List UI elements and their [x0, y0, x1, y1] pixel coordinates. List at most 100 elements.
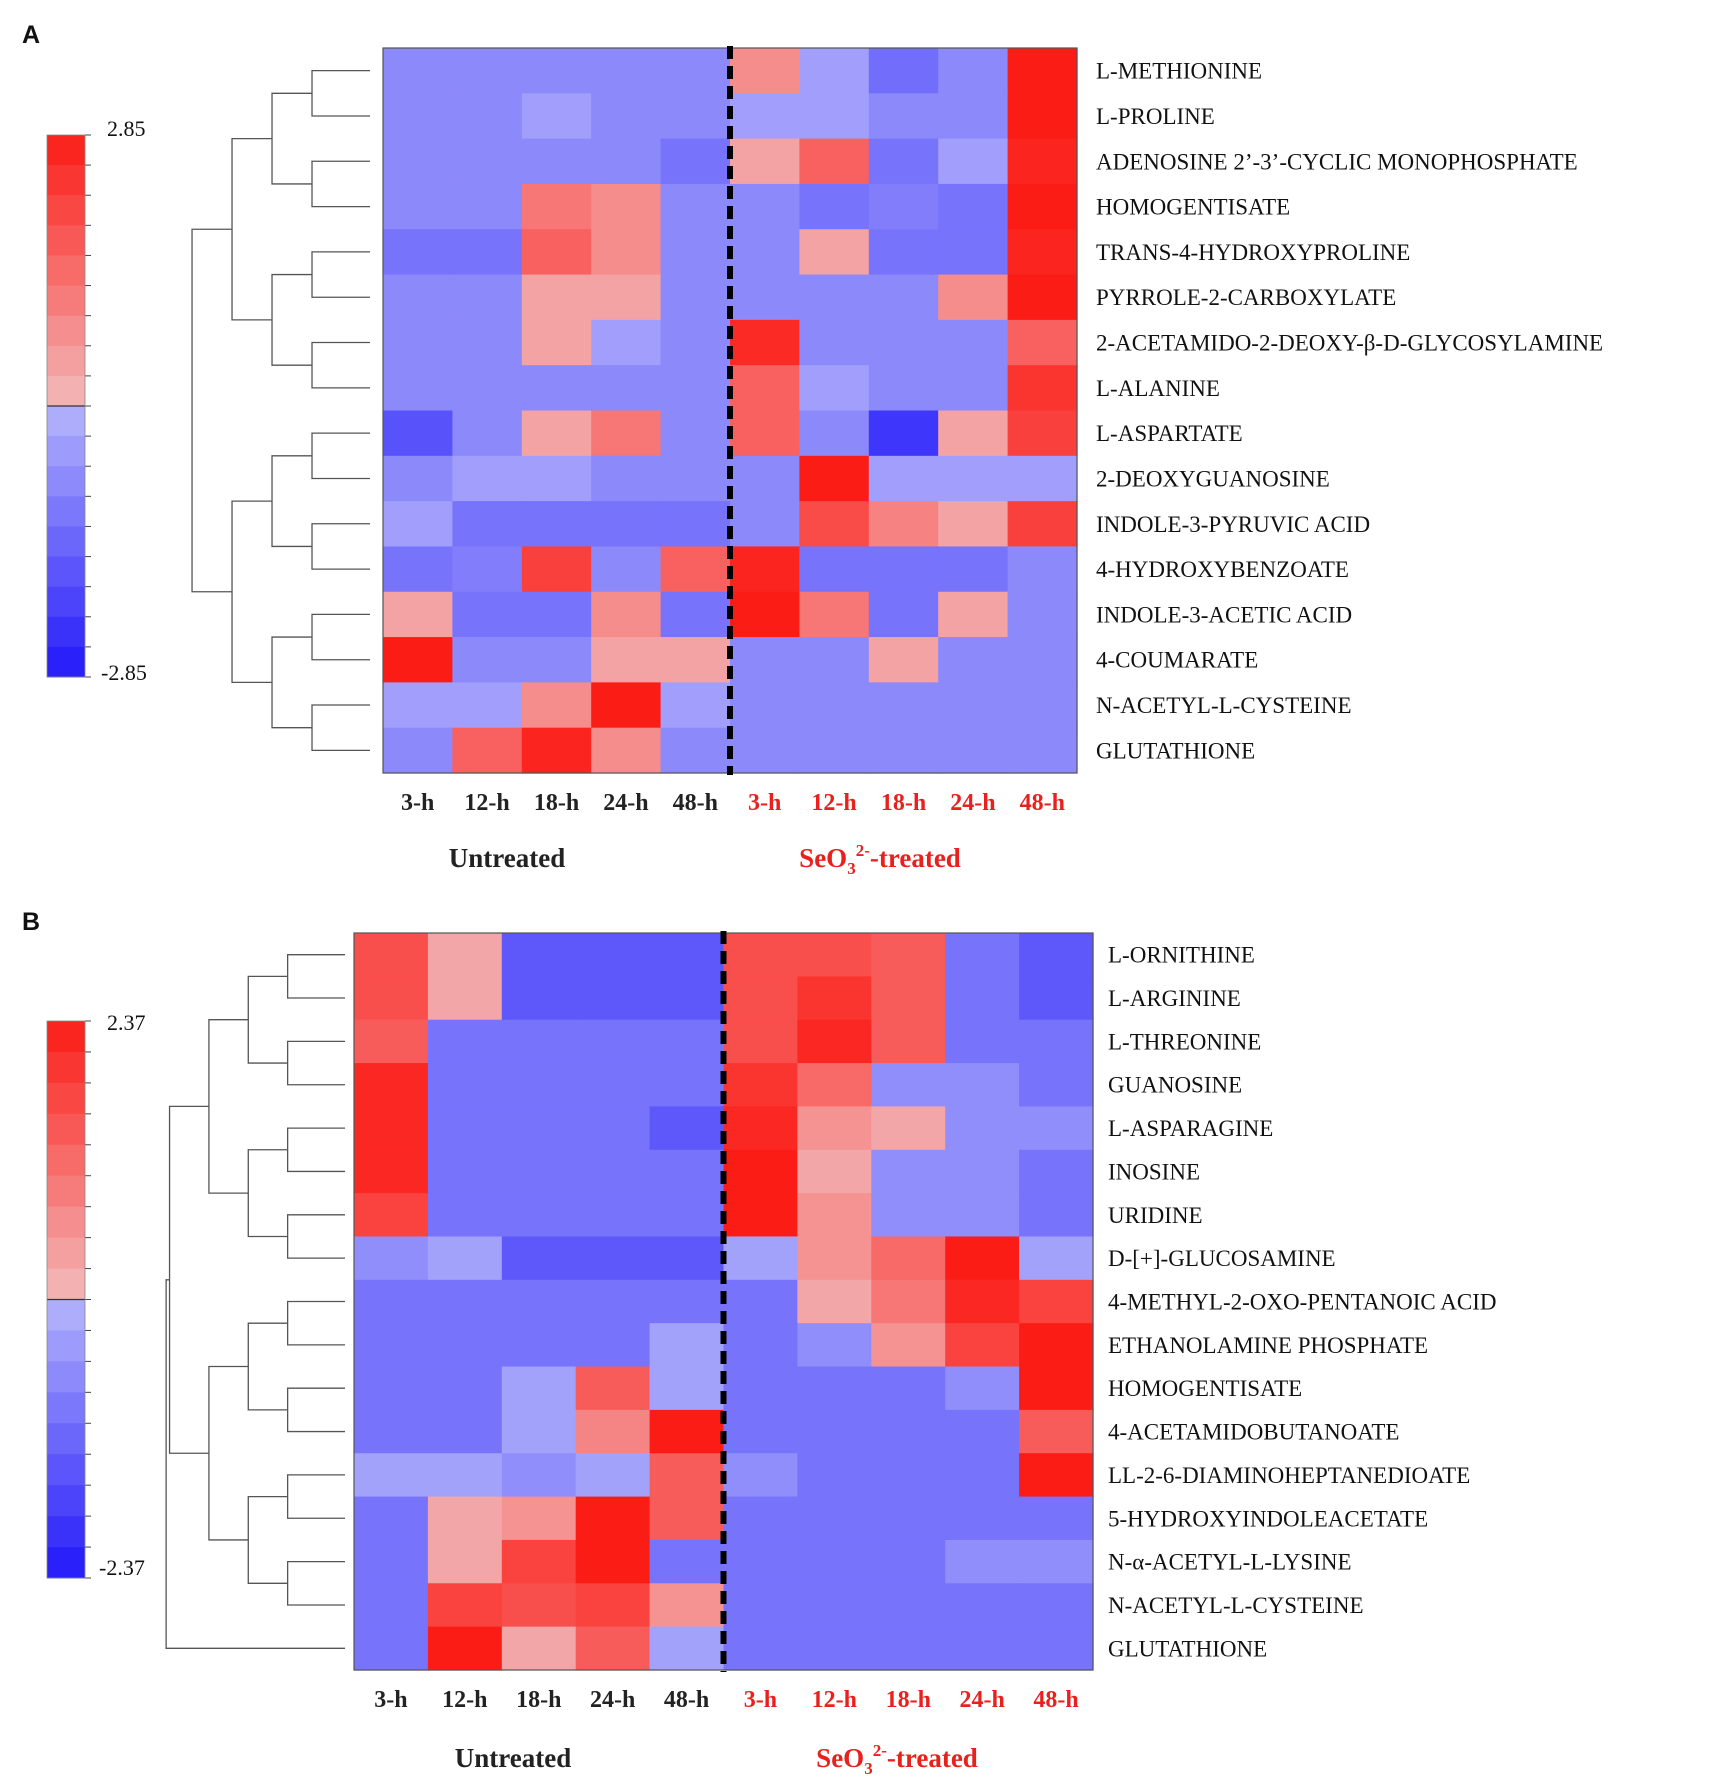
- heatmap-b-cell: [649, 1149, 725, 1194]
- column-label: 48-h: [1020, 790, 1065, 816]
- heatmap-b-cell: [871, 1409, 946, 1454]
- heatmap-a-cell: [521, 546, 592, 593]
- row-label: 2-DEOXYGUANOSINE: [1096, 466, 1330, 491]
- dendrogram-branch: [311, 70, 370, 117]
- heatmap-b-cell: [1019, 1496, 1094, 1541]
- heatmap-a-cell: [660, 410, 731, 457]
- heatmap-b-cell: [871, 933, 946, 977]
- colorbar-b-max-label: 2.37: [107, 1010, 146, 1035]
- heatmap-a-cell: [591, 183, 662, 230]
- heatmap-b-cell: [427, 1323, 503, 1368]
- heatmap-a-cell: [591, 274, 662, 321]
- heatmap-b-cell: [1019, 1149, 1094, 1194]
- panel-b: B 2.37 -2.37 L-ORNITHINE L-ARGININE L-THRE…: [22, 908, 1496, 1778]
- row-label: INDOLE-3-PYRUVIC ACID: [1096, 512, 1370, 537]
- heatmap-b-cell: [871, 1496, 946, 1541]
- heatmap-a-cells: [382, 46, 1078, 775]
- heatmap-a-cell: [799, 274, 870, 321]
- dendrogram-branch: [247, 1149, 288, 1238]
- heatmap-a-cell: [660, 93, 731, 140]
- heatmap-a-cell: [452, 274, 523, 321]
- heatmap-b-cell: [427, 1063, 503, 1108]
- group-label-treated-a: SeO32--treated: [799, 841, 961, 878]
- heatmap-a-cell: [868, 637, 939, 683]
- heatmap-a-cell: [799, 682, 870, 729]
- heatmap-a-cell: [938, 274, 1009, 321]
- heatmap-a-cell: [591, 682, 662, 729]
- heatmap-a-cell: [868, 591, 939, 638]
- heatmap-b-cell: [427, 1626, 503, 1671]
- heatmap-a-cell: [868, 501, 939, 548]
- heatmap-b-cell: [1019, 1063, 1094, 1108]
- heatmap-a-cell: [938, 365, 1009, 412]
- heatmap-a-cell: [799, 319, 870, 366]
- column-label: 48-h: [1033, 1687, 1078, 1713]
- heatmap-a-cell: [730, 455, 800, 502]
- heatmap-b-cells: [353, 931, 1094, 1672]
- heatmap-a-cell: [730, 546, 800, 593]
- row-label: L-METHIONINE: [1096, 59, 1262, 84]
- group-label-untreated-a: Untreated: [449, 843, 565, 873]
- dendrogram-branch: [286, 954, 345, 999]
- heatmap-b-cell: [723, 1626, 798, 1671]
- heatmap-b-cell: [1019, 1019, 1094, 1064]
- heatmap-a-cell: [1007, 138, 1078, 185]
- heatmap-b-cell: [649, 1496, 725, 1541]
- heatmap-b-cell: [723, 1149, 798, 1194]
- heatmap-a-cell: [1007, 591, 1078, 638]
- heatmap-b-cell: [575, 1149, 651, 1194]
- heatmap-a-cell: [660, 455, 731, 502]
- heatmap-a-cell: [799, 637, 870, 683]
- heatmap-a-cell: [868, 274, 939, 321]
- heatmap-a-cell: [521, 365, 592, 412]
- column-label: 24-h: [590, 1687, 635, 1713]
- heatmap-a-cell: [868, 229, 939, 276]
- heatmap-a-cell: [1007, 727, 1078, 774]
- heatmap-b-cell: [723, 1106, 798, 1151]
- dendrogram-a: [191, 70, 370, 751]
- row-label: 5-HYDROXYINDOLEACETATE: [1108, 1506, 1428, 1531]
- heatmap-a-cell: [660, 274, 731, 321]
- heatmap-b-cell: [1019, 1366, 1094, 1411]
- heatmap-b-cell: [501, 1366, 577, 1411]
- heatmap-a-cell: [799, 229, 870, 276]
- column-label: 18-h: [516, 1687, 561, 1713]
- heatmap-b-cell: [575, 1063, 651, 1108]
- colorbar-swatch: [47, 586, 85, 618]
- heatmap-a-cell: [938, 229, 1009, 276]
- heatmap-a-cell: [938, 48, 1009, 94]
- dendrogram-branch: [271, 273, 313, 366]
- heatmap-a-cell: [383, 637, 453, 683]
- colorbar-swatch: [47, 225, 85, 256]
- heatmap-b-cell: [871, 1366, 946, 1411]
- dendrogram-branch: [231, 500, 273, 684]
- column-label: 12-h: [442, 1687, 487, 1713]
- colorbar-b: [46, 1020, 91, 1579]
- column-label: 3-h: [748, 790, 781, 816]
- heatmap-b-cell: [354, 1193, 429, 1238]
- heatmap-a-cell: [868, 410, 939, 457]
- dendrogram-branch: [286, 1214, 345, 1259]
- heatmap-a-column-labels: 3-h 12-h 18-h 24-h 48-h 3-h 12-h 18-h 24-h 48-h: [401, 790, 1065, 816]
- heatmap-b-cell: [797, 1063, 872, 1108]
- dendrogram-branch: [311, 341, 370, 389]
- heatmap-a-cell: [799, 183, 870, 230]
- heatmap-b-cell: [501, 1626, 577, 1671]
- heatmap-b-cell: [575, 1496, 651, 1541]
- heatmap-a-cell: [452, 93, 523, 140]
- heatmap-a-cell: [730, 138, 800, 185]
- colorbar-border: [46, 1020, 86, 1579]
- colorbar-swatch: [47, 1051, 85, 1084]
- heatmap-b-cell: [1019, 1279, 1094, 1324]
- heatmap-a-cell: [938, 591, 1009, 638]
- row-label: ETHANOLAMINE PHOSPHATE: [1108, 1333, 1428, 1358]
- heatmap-a-cell: [591, 229, 662, 276]
- heatmap-b-cell: [1019, 1193, 1094, 1238]
- dendrogram-branch: [286, 1560, 345, 1606]
- colorbar-swatch: [47, 1206, 85, 1239]
- colorbar-swatch: [47, 1454, 85, 1486]
- dendrogram-branch: [311, 523, 370, 570]
- colorbar-swatch: [47, 1113, 85, 1146]
- heatmap-b-cell: [723, 1583, 798, 1628]
- heatmap-b-cell: [649, 1236, 725, 1281]
